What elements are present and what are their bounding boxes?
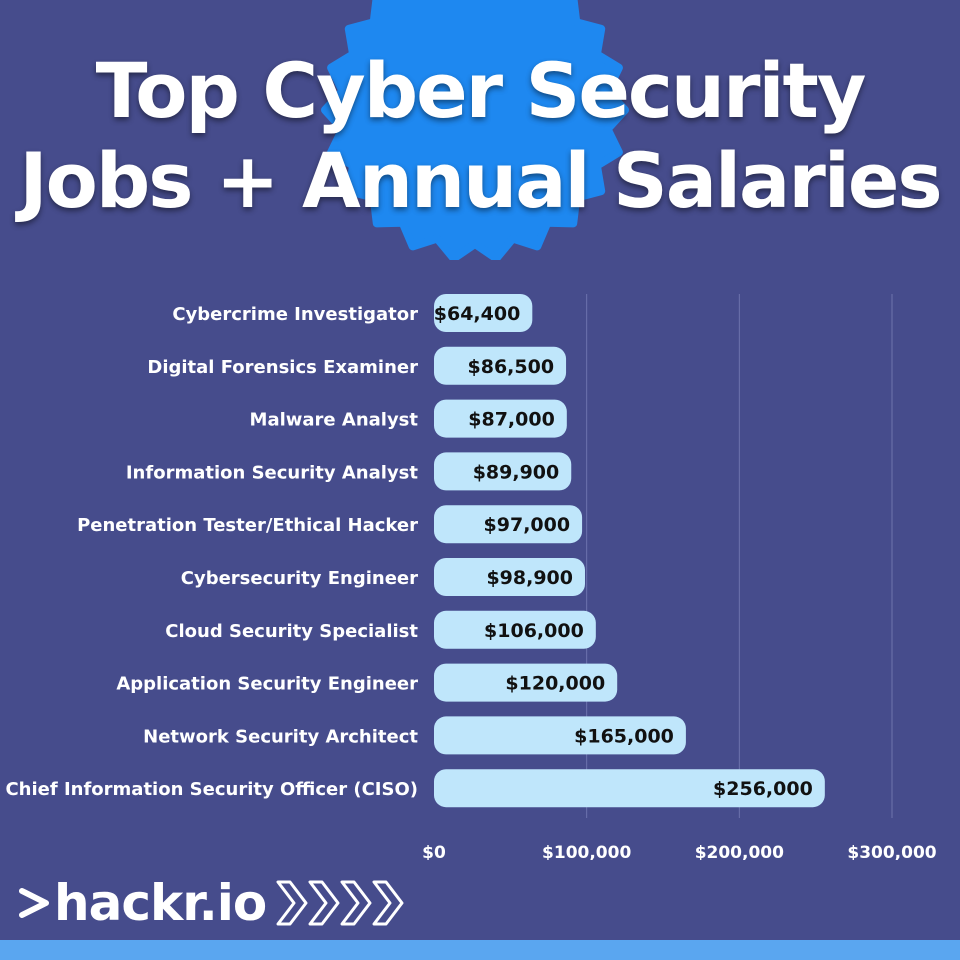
category-label: Cybercrime Investigator <box>172 304 418 325</box>
prompt-chevron-icon <box>19 888 49 918</box>
x-tick-label: $300,000 <box>847 843 936 860</box>
logo-text: hackr.io <box>54 874 267 932</box>
category-label: Malware Analyst <box>250 410 419 431</box>
value-label: $97,000 <box>484 514 571 536</box>
page-title: Top Cyber Security Jobs + Annual Salarie… <box>0 46 960 226</box>
category-label: Penetration Tester/Ethical Hacker <box>77 515 418 536</box>
footer-bar <box>0 940 960 960</box>
x-tick-label: $100,000 <box>542 843 631 860</box>
bar <box>434 505 583 544</box>
category-label: Application Security Engineer <box>116 674 418 695</box>
value-label: $64,400 <box>434 303 521 325</box>
bar <box>434 346 567 385</box>
bar <box>434 663 618 702</box>
bar <box>434 716 686 755</box>
bar <box>434 452 572 491</box>
title-line-1: Top Cyber Security <box>95 46 867 135</box>
value-label: $106,000 <box>484 620 584 642</box>
category-label: Cloud Security Specialist <box>165 621 418 642</box>
salary-bar-chart: Cybercrime Investigator $64,400 Digital Fo… <box>5 294 937 860</box>
bar <box>434 769 825 808</box>
x-tick-label: $200,000 <box>695 843 784 860</box>
category-label: Digital Forensics Examiner <box>147 357 418 378</box>
value-label: $89,900 <box>473 461 560 483</box>
badge-shape <box>321 0 629 260</box>
value-label: $120,000 <box>505 673 605 695</box>
bar <box>434 610 596 649</box>
chevrons-icon <box>276 880 404 926</box>
bar <box>434 558 585 596</box>
category-label: Network Security Architect <box>143 726 418 747</box>
value-label: $86,500 <box>468 356 555 378</box>
value-label: $165,000 <box>574 725 674 747</box>
title-line-2: Jobs + Annual Salaries <box>19 136 942 225</box>
value-label: $98,900 <box>486 567 573 589</box>
category-label: Chief Information Security Officer (CISO… <box>5 779 418 800</box>
value-label: $87,000 <box>468 409 555 431</box>
hackr-logo: hackr.io <box>18 868 416 938</box>
category-label: Information Security Analyst <box>126 462 419 483</box>
category-label: Cybersecurity Engineer <box>181 568 418 589</box>
x-tick-label: $0 <box>422 843 446 860</box>
value-label: $256,000 <box>713 778 813 800</box>
bar <box>434 399 567 438</box>
bar <box>434 294 533 332</box>
